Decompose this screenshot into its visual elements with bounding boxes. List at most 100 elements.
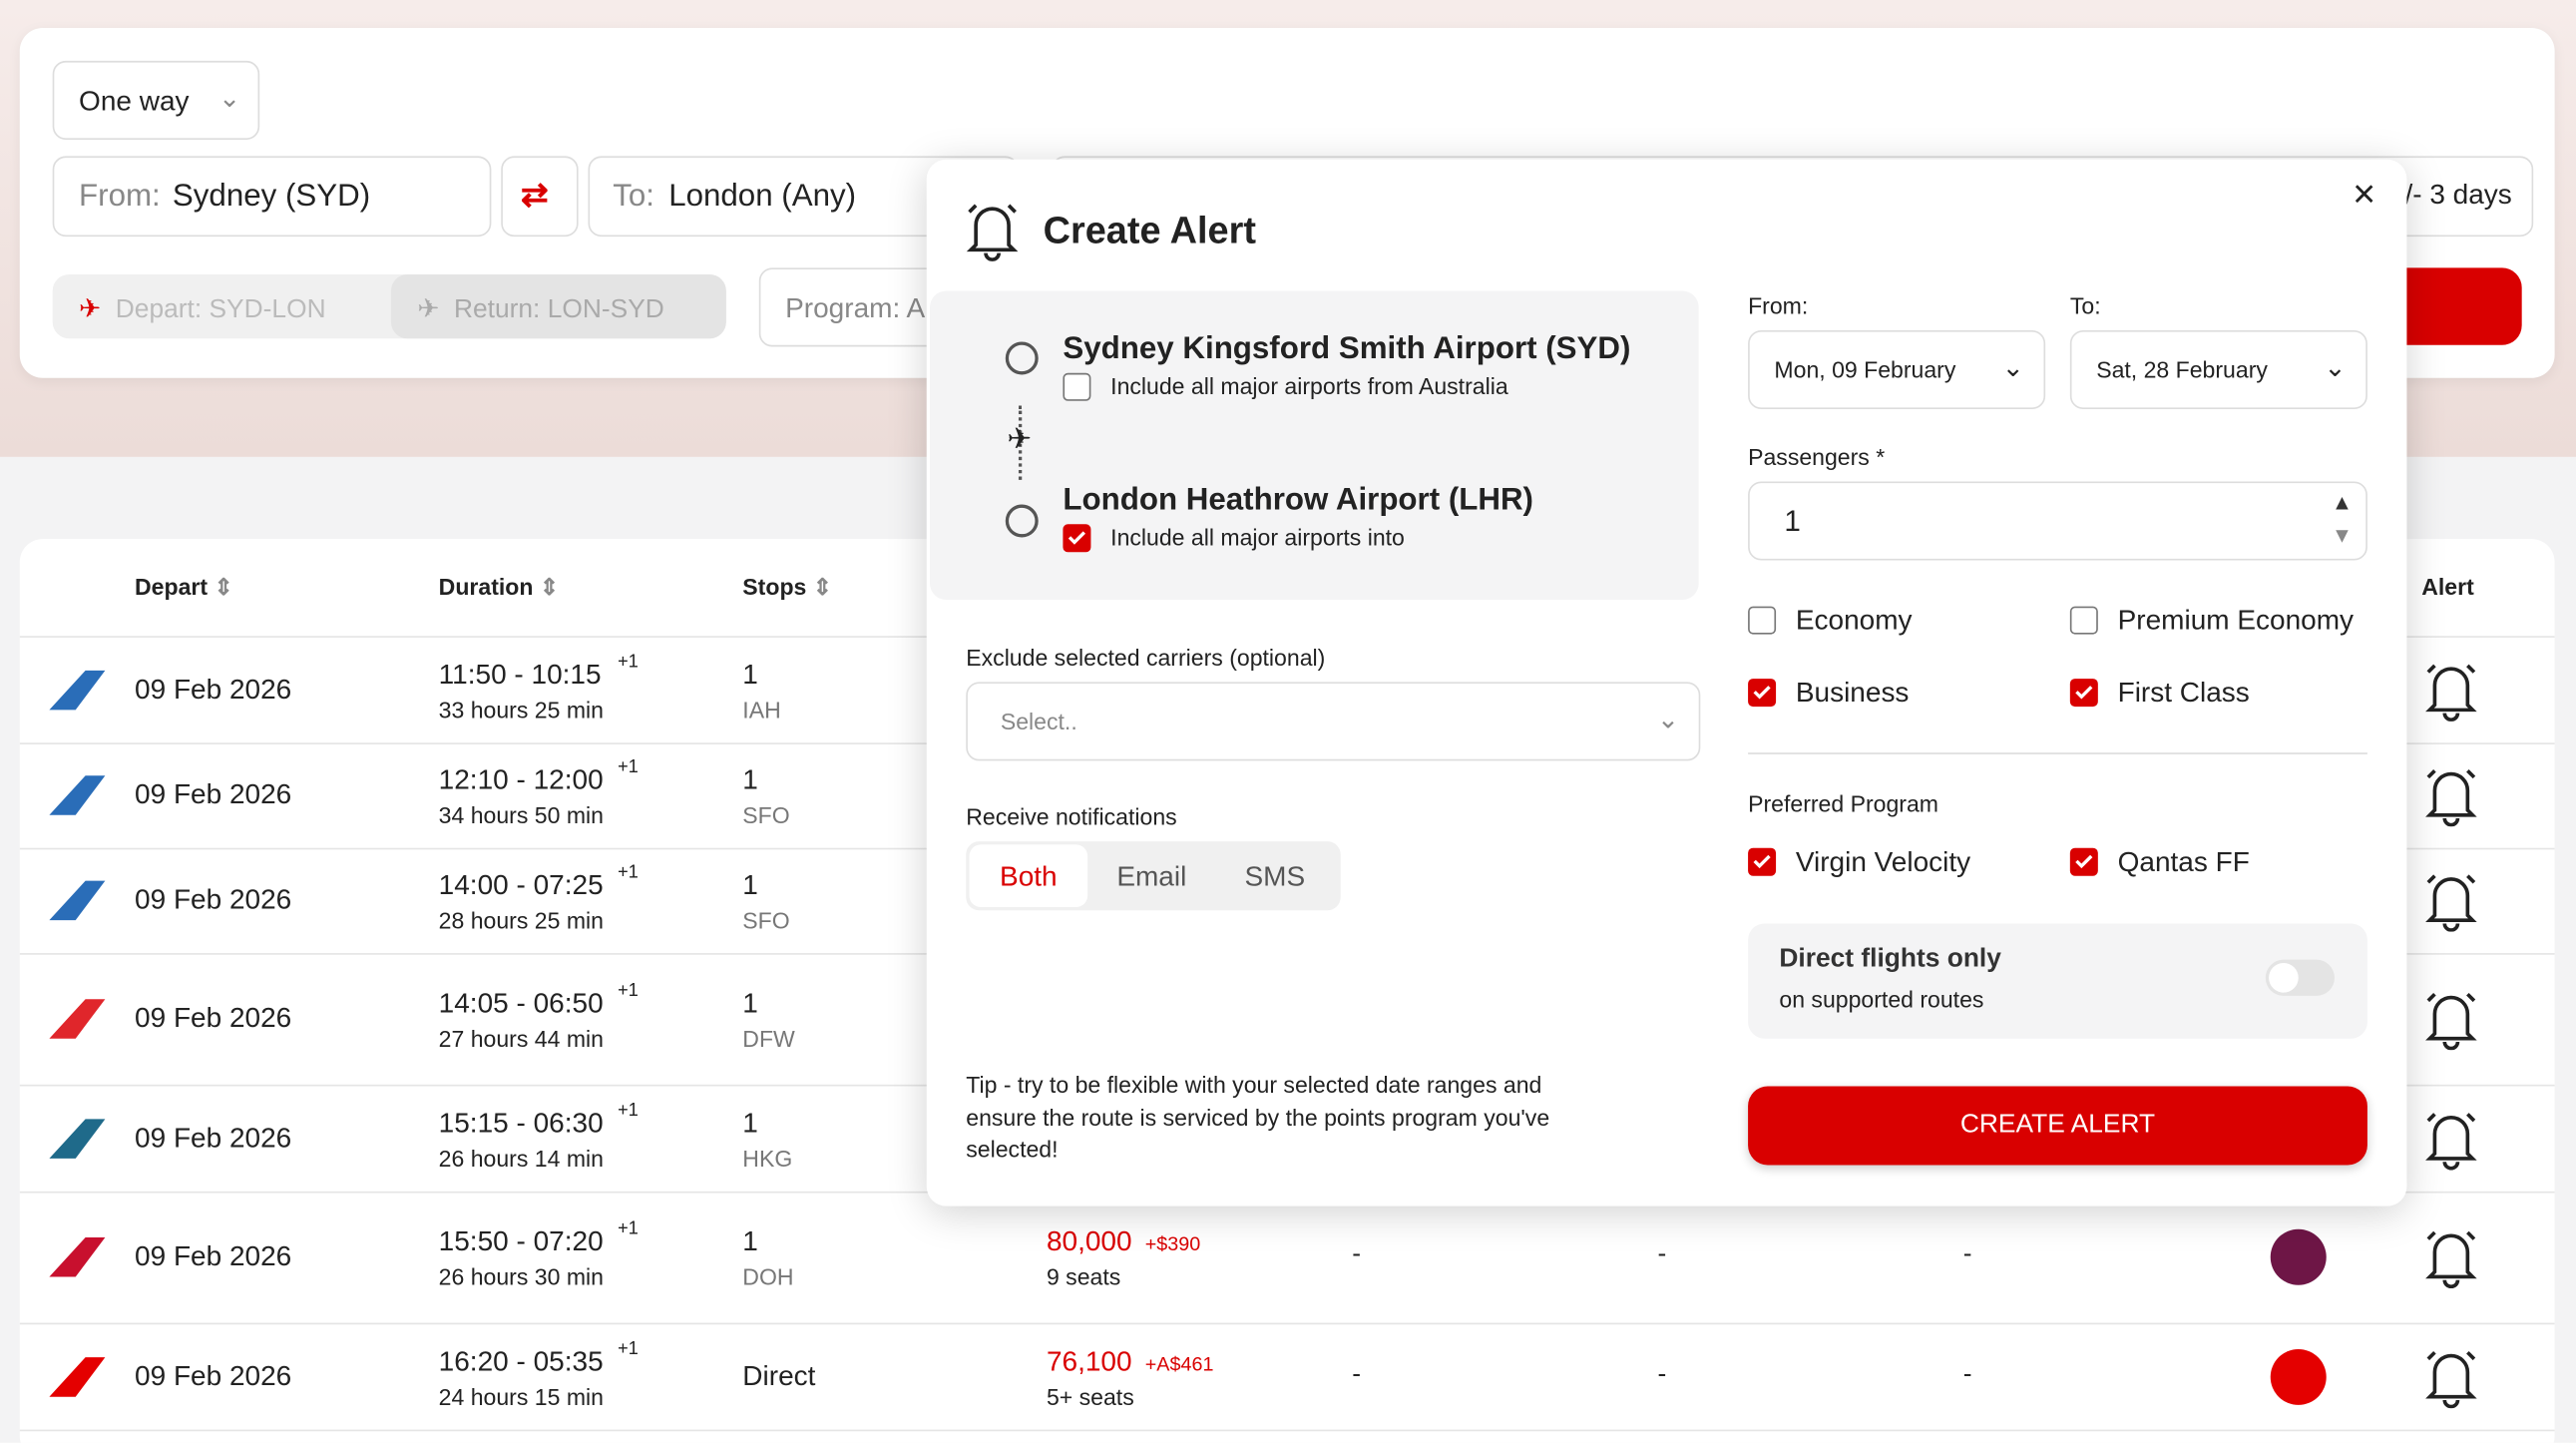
direct-panel: Direct flights only on supported routes [1748,923,2367,1039]
logo-shape [49,999,106,1039]
notify-option[interactable]: SMS [1216,844,1335,907]
alert-button[interactable] [2421,659,2480,722]
to-date-select[interactable]: Sat, 28 February ⌄ [2069,329,2367,410]
duration: 24 hours 15 min [438,1382,605,1410]
fee: +$390 [1144,1232,1201,1256]
bell-icon [2425,664,2477,722]
checkbox[interactable] [1748,679,1777,708]
airline-logo [43,769,109,818]
chevron: ⌄ [2001,354,2024,383]
stops: 1 [742,1225,758,1257]
modal-title: Create Alert [1043,209,1256,251]
day-offset: +1 [618,652,639,673]
day-offset: +1 [618,1218,639,1239]
airline-logo [43,1112,109,1161]
points: 80,000 [1046,1225,1132,1257]
alert-button[interactable] [2421,764,2480,827]
bell-icon [2425,1230,2477,1289]
logo-shape [49,880,106,921]
check-mark [2075,854,2093,869]
return-tab[interactable]: ✈ Return: LON-SYD [390,273,726,339]
notify-label: Email [1116,860,1187,893]
empty-cell: - [1352,1359,1362,1388]
duration: 34 hours 50 min [438,801,605,828]
flight-time: 15:50 - 07:20 [438,1225,604,1257]
airline-logo [43,874,109,923]
flight-time: 14:05 - 06:50 [438,987,604,1019]
duration: 28 hours 25 min [438,906,605,934]
notify-option[interactable]: Both [969,844,1088,907]
day-offset: +1 [618,1338,639,1358]
origin: Sydney Kingsford Smith Airport (SYD) [1063,331,1631,367]
alert-button[interactable] [2421,1225,2480,1289]
duration: 33 hours 25 min [438,697,605,723]
header-stops: Stops [742,573,807,601]
checkbox[interactable] [2069,679,2098,708]
close-button[interactable]: × [2353,172,2376,218]
via: DFW [742,1025,795,1052]
create-alert-button[interactable]: CREATE ALERT [1748,1086,2367,1166]
sort-depart[interactable]: Depart ⇕ [135,573,233,601]
depart-tab[interactable]: ✈ Depart: SYD-LON [79,295,326,324]
header-depart: Depart [135,573,209,601]
bell-icon [2425,769,2477,827]
create-alert-modal: Create Alert × ✈ Sydney Kingsford Smith … [926,159,2407,1206]
notify-toggle: Both Email SMS [966,841,1341,911]
depart-date: 09 Feb 2026 [135,883,292,916]
alert-button[interactable] [2421,988,2480,1051]
from-date-select[interactable]: Mon, 09 February ⌄ [1748,329,2046,410]
checkbox[interactable] [1748,606,1777,635]
check-mark [1753,686,1771,700]
alert-button[interactable] [2421,1345,2480,1408]
destination: London Heathrow Airport (LHR) [1063,483,1533,518]
notify-option[interactable]: Email [1094,844,1209,907]
row-divider [19,1429,2555,1432]
from-field[interactable]: From: Sydney (SYD) [52,156,492,238]
checkbox[interactable] [2069,847,2098,876]
cabin-label: Business [1795,677,1910,709]
depart-date: 09 Feb 2026 [135,674,292,706]
spinner[interactable]: ▲ ▼ [2331,489,2354,548]
depart-date: 09 Feb 2026 [135,1121,292,1154]
exclude-select[interactable]: Select.. ⌄ [966,682,1701,761]
via: SFO [742,801,790,828]
program-label: Program: A [785,292,926,324]
program-badge [2270,1348,2327,1405]
empty-cell: - [1657,1240,1667,1269]
depart-date: 09 Feb 2026 [135,778,292,810]
button-label: CREATE ALERT [1959,1111,2156,1140]
checkbox[interactable] [1748,847,1777,876]
passengers-input[interactable]: 1 ▲ ▼ [1748,481,2367,561]
to-date-label: To: [2069,292,2101,319]
cabin-label: First Class [2117,677,2250,709]
trip-type-select[interactable]: One way ⌄ [52,60,260,140]
sort-stops[interactable]: Stops ⇕ [742,573,833,601]
direct-toggle[interactable] [2265,959,2335,996]
empty-cell: - [1657,1359,1667,1388]
via: SFO [742,906,790,934]
alert-button[interactable] [2421,1107,2480,1170]
alert-button[interactable] [2421,869,2480,932]
duration: 26 hours 14 min [438,1144,605,1172]
from-date: Mon, 09 February [1774,356,1956,383]
notify-label: Receive notifications [966,803,1177,830]
swap-button[interactable]: ⇄ [501,156,579,238]
notify-label: SMS [1244,860,1306,893]
stops: 1 [742,659,758,691]
via: DOH [742,1263,794,1290]
checkbox[interactable] [1063,524,1091,553]
day-offset: +1 [618,862,639,883]
checkbox[interactable] [2069,606,2098,635]
checkbox[interactable] [1063,372,1091,401]
logo-shape [49,1118,106,1159]
divider [1748,752,2367,754]
origin-dot [1005,341,1039,375]
route-panel: ✈ Sydney Kingsford Smith Airport (SYD) L… [930,290,1699,601]
check-mark [1068,531,1085,545]
stops: 1 [742,763,758,796]
direct-sub: on supported routes [1779,986,1984,1013]
flex-days: +/- 3 days [2388,179,2512,211]
sort-duration[interactable]: Duration ⇕ [438,573,560,601]
chevron: ⌄ [2324,354,2347,383]
bell-icon [966,204,1019,261]
